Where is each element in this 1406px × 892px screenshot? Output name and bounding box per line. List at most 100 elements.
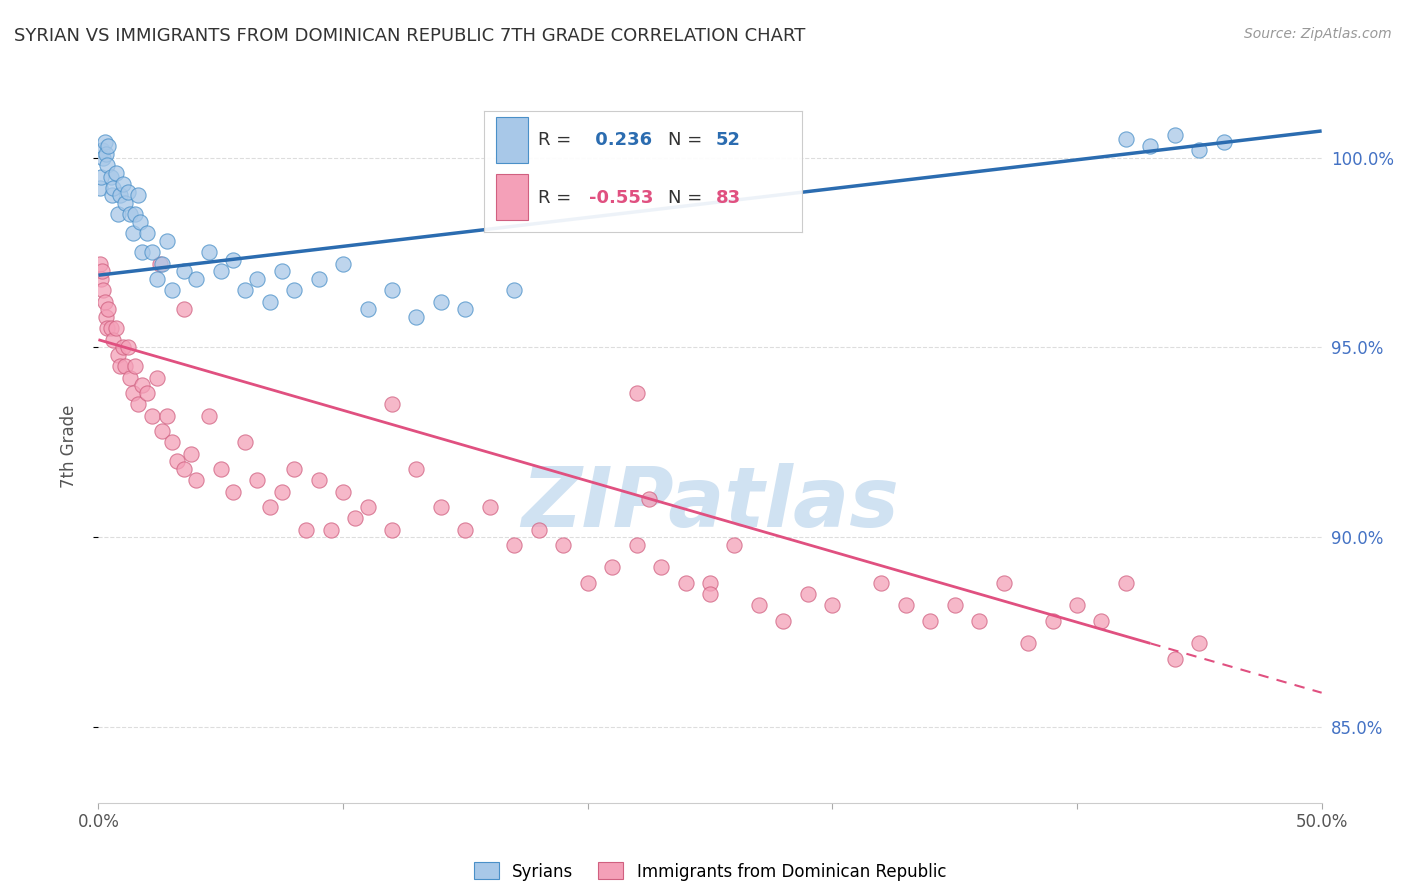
Point [405, 462, 427, 476]
Point [1164, 128, 1187, 142]
Point [124, 359, 146, 374]
Point [186, 272, 208, 286]
Point [797, 587, 820, 601]
Point [1066, 599, 1088, 613]
Point [332, 484, 354, 499]
Point [101, 188, 124, 202]
Point [166, 454, 188, 468]
Point [197, 245, 219, 260]
Point [527, 523, 550, 537]
Point [131, 245, 153, 260]
Point [121, 227, 143, 241]
Point [127, 188, 149, 202]
Y-axis label: 7th Grade: 7th Grade [59, 404, 77, 488]
Point [308, 473, 330, 487]
Point [150, 424, 173, 438]
Point [141, 409, 163, 423]
Point [150, 257, 173, 271]
Point [1212, 136, 1234, 150]
Point [136, 385, 159, 400]
Point [129, 215, 152, 229]
Point [91, 151, 114, 165]
Point [381, 284, 404, 298]
Point [141, 245, 163, 260]
Point [1115, 575, 1137, 590]
Point [1042, 614, 1064, 628]
Point [89, 257, 111, 271]
Text: Source: ZipAtlas.com: Source: ZipAtlas.com [1244, 27, 1392, 41]
Point [283, 462, 305, 476]
Point [91, 264, 114, 278]
Point [772, 614, 794, 628]
Point [120, 370, 142, 384]
Point [650, 560, 672, 574]
Point [100, 321, 122, 335]
Point [600, 560, 623, 574]
Point [270, 484, 294, 499]
Legend: Syrians, Immigrants from Dominican Republic: Syrians, Immigrants from Dominican Repub… [467, 855, 953, 888]
Point [91, 143, 114, 157]
Point [699, 587, 721, 601]
Point [478, 500, 501, 514]
Point [160, 435, 183, 450]
Point [503, 538, 526, 552]
Point [503, 284, 526, 298]
Point [699, 575, 721, 590]
Point [197, 409, 219, 423]
Point [222, 484, 245, 499]
Point [319, 523, 342, 537]
Point [97, 302, 120, 317]
Point [638, 492, 661, 507]
Point [173, 302, 195, 317]
Point [270, 264, 294, 278]
Point [107, 207, 129, 221]
Point [160, 284, 183, 298]
Point [246, 473, 269, 487]
Point [454, 302, 477, 317]
Point [920, 614, 942, 628]
Point [259, 294, 281, 309]
Point [97, 139, 120, 153]
Point [943, 599, 966, 613]
Point [967, 614, 990, 628]
Point [146, 370, 169, 384]
Point [1188, 636, 1211, 650]
Point [430, 294, 453, 309]
Point [1139, 139, 1161, 153]
Point [121, 385, 143, 400]
Point [295, 523, 318, 537]
Point [117, 185, 139, 199]
Point [101, 181, 124, 195]
Point [405, 310, 427, 324]
Point [993, 575, 1015, 590]
Point [821, 599, 844, 613]
Point [173, 264, 195, 278]
Point [100, 169, 122, 184]
Point [1017, 636, 1039, 650]
Point [626, 538, 648, 552]
Point [127, 397, 149, 411]
Point [356, 302, 378, 317]
Point [104, 321, 127, 335]
Point [93, 136, 115, 150]
Point [381, 397, 404, 411]
Point [107, 348, 129, 362]
Point [723, 538, 745, 552]
Point [136, 227, 159, 241]
Text: ZIPatlas: ZIPatlas [522, 463, 898, 543]
Point [90, 272, 112, 286]
Point [222, 252, 245, 267]
Point [233, 435, 256, 450]
Point [117, 340, 139, 354]
Point [454, 523, 477, 537]
Point [1115, 131, 1137, 145]
Point [156, 234, 179, 248]
Point [111, 177, 134, 191]
Point [553, 538, 575, 552]
Point [675, 575, 697, 590]
Point [748, 599, 770, 613]
Point [120, 207, 142, 221]
Point [576, 575, 599, 590]
Point [146, 272, 169, 286]
Point [180, 447, 202, 461]
